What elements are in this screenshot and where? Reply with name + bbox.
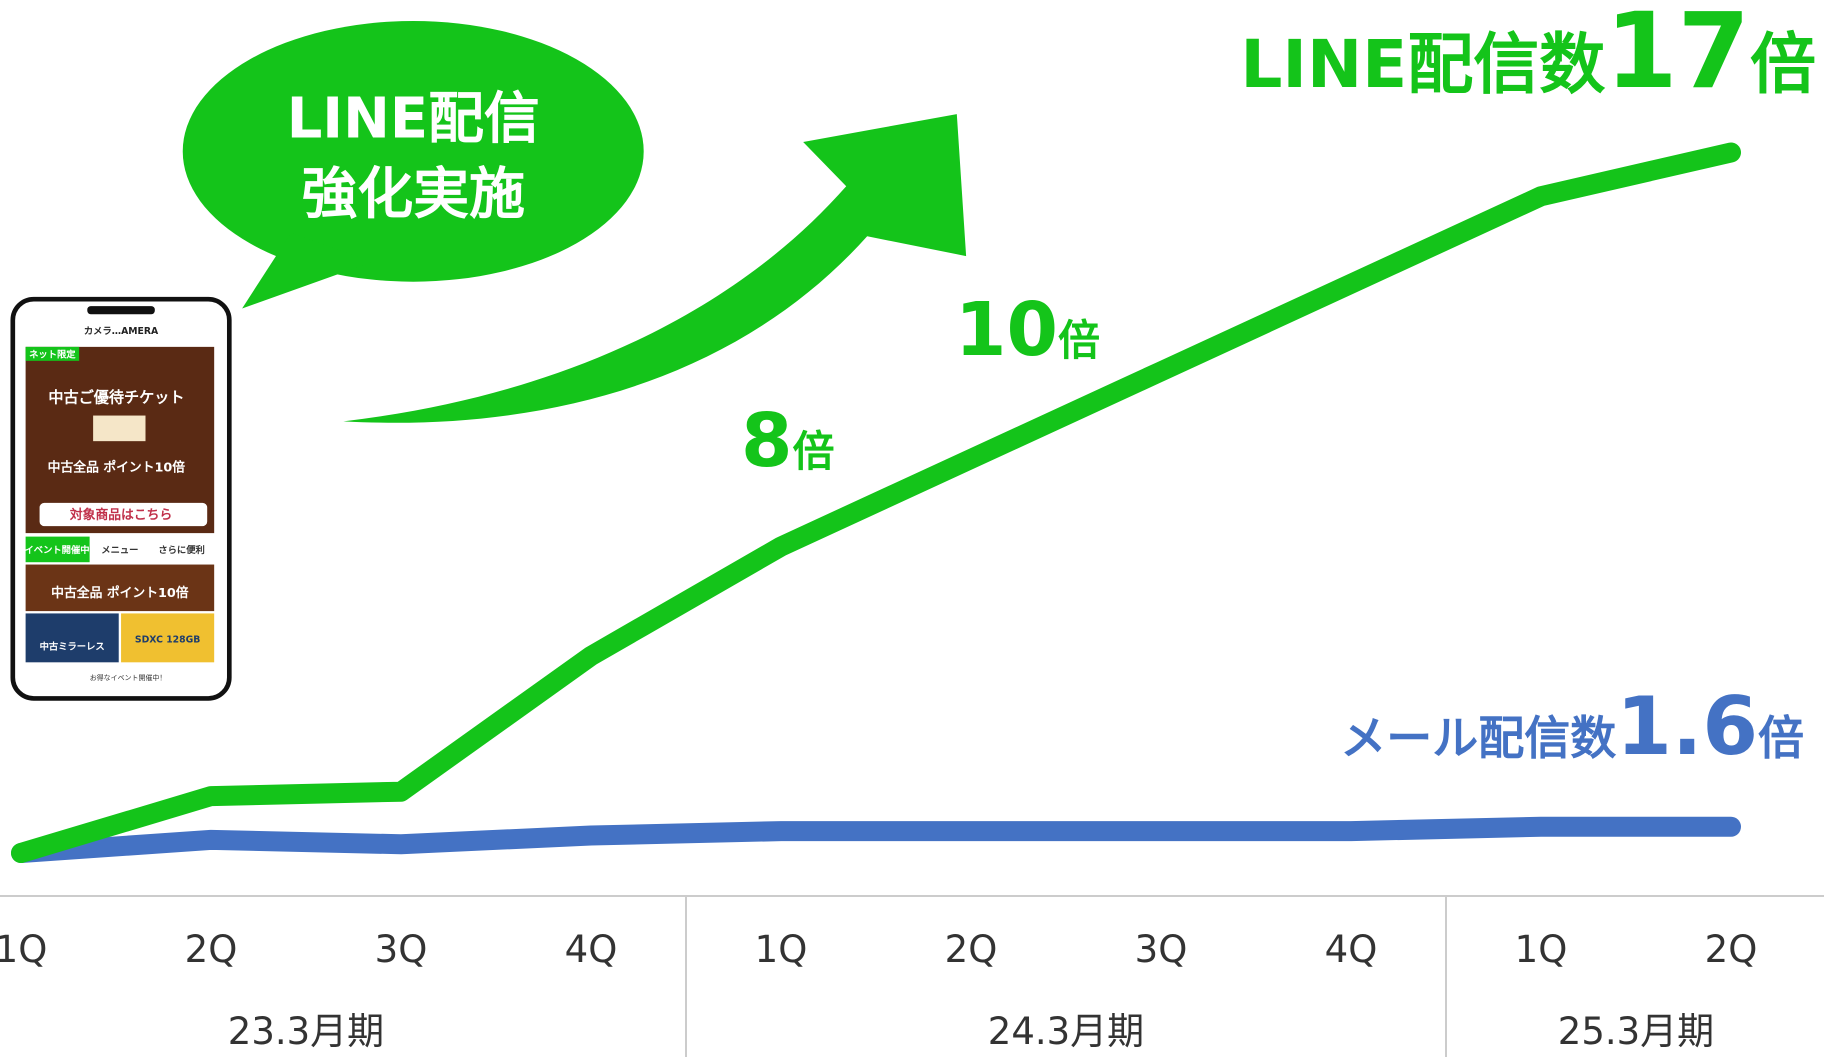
phone-footer: お得なイベント開催中！ [90,673,167,682]
series-name: LINE配信数 [1240,26,1605,103]
callout-text: 強化実施 [302,162,525,227]
unit: 倍 [1058,316,1100,365]
phone-badge-bg [25,346,80,361]
phone-banner [121,613,215,663]
period-label: 24.3月期 [988,1010,1144,1053]
callout-tail [242,232,373,309]
value-label: メール配信数1.6倍 [1340,680,1804,773]
phone-tab: さらに便利 [158,544,205,556]
phone-banner-left: 中古ミラーレス [40,641,105,653]
x-tick-label: 1Q [1515,928,1568,971]
unit: 倍 [793,427,835,476]
x-tick-label: 2Q [1705,928,1758,971]
unit: 倍 [1758,711,1804,765]
decor: LINE配信 強化実施 カメラ…AMERA ネット限定 中古ご優待チケット 中古… [10,20,967,701]
callout-text: LINE配信 [287,86,540,151]
series-line [11,142,1741,864]
phone-button-bg [39,502,208,527]
value-label: 10倍 [955,287,1100,373]
unit: 倍 [1750,26,1816,103]
phone-tab: イベント開催中 [24,544,89,556]
data-label: 17 [1605,0,1750,112]
phone-notch [87,306,155,315]
x-tick-label: 4Q [1325,928,1378,971]
phone-tab-bg [25,536,90,563]
callout-bubble [182,20,644,282]
value-label: LINE配信数17倍 [1240,0,1816,112]
x-tick-label: 2Q [185,928,238,971]
x-tick-label: 3Q [375,928,428,971]
phone-promo-text: 中古全品 ポイント10倍 [51,585,189,601]
x-tick-label: 4Q [565,928,618,971]
series-name: メール配信数 [1340,711,1616,765]
phone-promo [25,564,215,612]
phone-banner-right: SDXC 128GB [135,635,200,646]
phone-ticket: 中古ご優待チケット [48,389,184,407]
phone-header: カメラ…AMERA [84,326,159,337]
period-label: 25.3月期 [1558,1010,1714,1053]
data-label: 1.6 [1616,680,1758,773]
data-label: 8 [741,398,793,484]
phone-ticket-img [93,415,146,442]
period-label: 23.3月期 [228,1010,384,1053]
x-tick-label: 1Q [755,928,808,971]
phone-badge: ネット限定 [29,348,76,360]
x-tick-label: 2Q [945,928,998,971]
phone-button: 対象商品はこちら [69,507,172,523]
x-tick-label: 3Q [1135,928,1188,971]
x-tick-label: 1Q [0,928,47,971]
data-label: 10 [955,287,1058,373]
phone-banner [25,613,119,663]
series-line [11,816,1741,864]
phone-tab: メニュー [101,545,138,556]
phone: カメラ…AMERA ネット限定 中古ご優待チケット 中古全品 ポイント10倍 対… [10,296,232,701]
value-label: 8倍 [741,398,835,484]
phone-point: 中古全品 ポイント10倍 [48,459,186,475]
growth-arrow [343,114,967,423]
